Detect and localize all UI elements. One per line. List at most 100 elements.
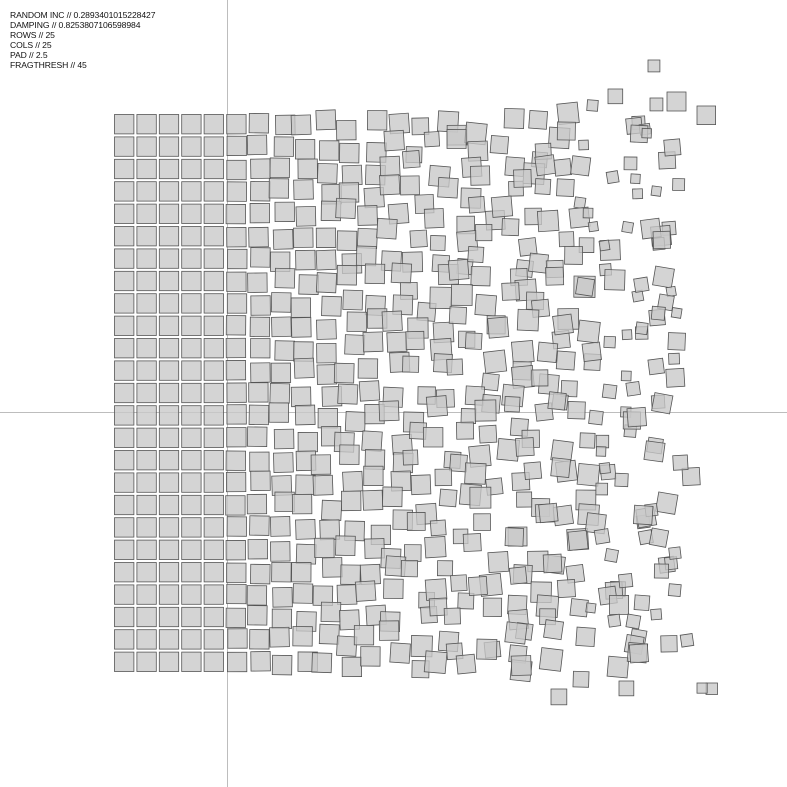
grid-square [136,158,157,180]
grid-square [158,562,180,583]
grid-square [158,472,180,493]
grid-square [672,178,686,192]
grid-square [225,471,247,493]
grid-square [446,128,467,149]
grid-square [315,249,337,271]
grid-square [468,195,486,214]
grid-square [572,670,590,688]
grid-square [136,181,157,202]
grid-square [632,504,654,526]
grid-square [292,583,314,604]
grid-square [460,408,477,424]
grid-square [246,493,268,515]
grid-square [587,221,599,233]
grid-square [457,592,475,610]
grid-square [411,117,430,136]
grid-square [203,562,224,583]
grid-square [346,311,368,333]
fragment-square [666,91,687,112]
grid-square [339,444,360,465]
grid-square [558,231,575,248]
grid-square [203,203,224,224]
grid-square [510,655,532,677]
fragment-square [550,688,568,706]
grid-square [203,315,224,336]
grid-square [158,606,180,628]
grid-square [381,310,403,332]
fragment-square [607,88,624,105]
grid-square [291,317,312,338]
grid-square [203,248,224,269]
grid-square [114,584,135,605]
grid-square [598,239,611,252]
grid-square [335,535,356,557]
grid-square [246,134,268,156]
grid-square [650,305,666,321]
grid-square [523,461,543,481]
grid-square [344,411,366,433]
grid-square [181,427,202,448]
grid-square [378,400,400,422]
grid-square [543,619,565,641]
grid-square [553,158,573,177]
grid-square [601,383,618,400]
grid-square [271,654,293,676]
grid-square [203,651,224,672]
grid-square [630,173,641,185]
grid-square [605,170,620,185]
grid-square [581,341,602,363]
grid-square [503,107,525,129]
grid-square [181,360,202,381]
grid-square [248,226,269,248]
grid-square [158,494,180,516]
grid-square [633,594,651,612]
grid-square [473,513,491,531]
grid-square [585,602,597,614]
rows-label: ROWS // 25 [10,30,55,41]
grid-square [379,174,401,196]
grid-square [315,319,337,340]
grid-square [136,226,157,247]
grid-square [315,109,337,131]
grid-square [114,651,135,672]
grid-square [250,563,271,585]
grid-square [181,315,202,336]
grid-square [158,114,180,135]
grid-square [114,338,135,359]
grid-square [340,564,361,585]
grid-square [670,307,683,319]
grid-square [250,158,271,179]
grid-square [336,584,358,606]
grid-square [626,406,647,428]
grid-square [501,282,520,301]
grid-square [469,486,492,509]
grid-square [312,474,334,496]
grid-square [158,136,180,157]
grid-square [270,292,292,313]
grid-square [556,101,580,126]
grid-square [136,136,157,157]
grid-square [226,427,247,448]
grid-square [357,205,378,226]
grid-square [556,121,576,141]
grid-square [567,529,589,551]
grid-square [203,136,224,157]
grid-square [246,585,268,606]
grid-square [516,308,540,332]
grid-square [310,454,332,475]
grid-square [579,432,596,449]
grid-square [114,293,135,314]
grid-square [360,646,381,667]
grid-square [316,364,338,385]
grid-square [625,380,642,397]
grid-square [450,284,473,306]
grid-square [158,427,180,448]
grid-square [181,270,202,292]
grid-square [429,286,452,310]
grid-square [588,409,604,426]
grid-square [295,518,316,540]
grid-square [298,274,320,295]
grid-square [363,465,384,487]
grid-square [448,306,468,325]
